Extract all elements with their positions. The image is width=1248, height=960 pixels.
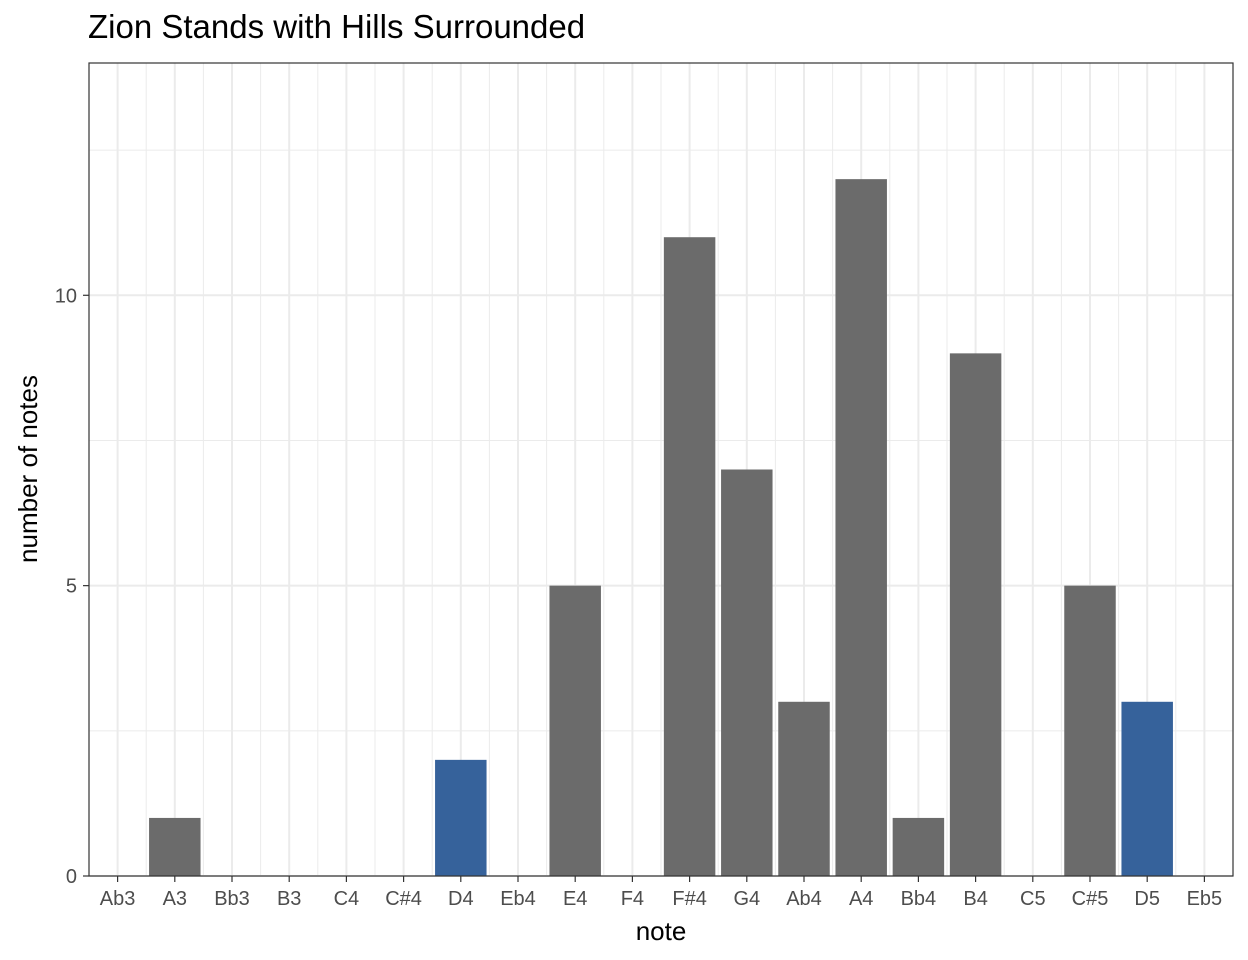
x-tick-label: F4 [621, 888, 644, 910]
bar-Ab4 [778, 701, 830, 876]
axis-ticks: Ab3 A3 Bb3 B3 C4 C#4 D4 Eb4 E4 F4 F#4 G4 Ab4 A4 Bb4 B4 C… [55, 285, 1222, 910]
x-tick-label: Eb4 [500, 888, 536, 910]
bar-C#5 [1064, 585, 1116, 876]
x-tick-label: E4 [563, 888, 587, 910]
bar-E4 [549, 585, 601, 876]
x-tick-label: Eb5 [1187, 888, 1223, 910]
y-tick-label: 10 [55, 285, 77, 307]
bar-G4 [721, 469, 773, 876]
x-tick-label: Ab4 [786, 888, 822, 910]
x-tick-label: B3 [277, 888, 301, 910]
grid-lines [89, 63, 1233, 877]
x-tick-label: F#4 [672, 888, 706, 910]
x-tick-label: C#5 [1072, 888, 1109, 910]
x-tick-label: D5 [1134, 888, 1160, 910]
bar-B4 [949, 353, 1002, 876]
bars [149, 179, 1173, 877]
x-tick-label: Bb3 [214, 888, 250, 910]
x-tick-label: B4 [963, 888, 987, 910]
y-axis-title: number of notes [13, 375, 43, 563]
bar-D4 [435, 759, 487, 876]
x-tick-label: C4 [334, 888, 360, 910]
x-tick-label: C#4 [385, 888, 422, 910]
bar-A3 [149, 817, 201, 876]
x-tick-label: C5 [1020, 888, 1046, 910]
x-axis-title: note [636, 916, 687, 946]
x-tick-label: Bb4 [901, 888, 937, 910]
bar-F#4 [663, 237, 716, 876]
bar-Bb4 [892, 817, 945, 876]
y-tick-label: 5 [66, 576, 77, 598]
panel-border [88, 62, 1234, 877]
bar-A4 [835, 179, 887, 877]
x-tick-label: D4 [448, 888, 474, 910]
x-tick-label: G4 [733, 888, 760, 910]
bar-D5 [1121, 701, 1173, 876]
x-tick-label: A4 [849, 888, 873, 910]
x-tick-label: A3 [163, 888, 187, 910]
y-tick-label: 0 [66, 866, 77, 888]
x-tick-label: Ab3 [100, 888, 136, 910]
chart-title: Zion Stands with Hills Surrounded [88, 8, 586, 45]
